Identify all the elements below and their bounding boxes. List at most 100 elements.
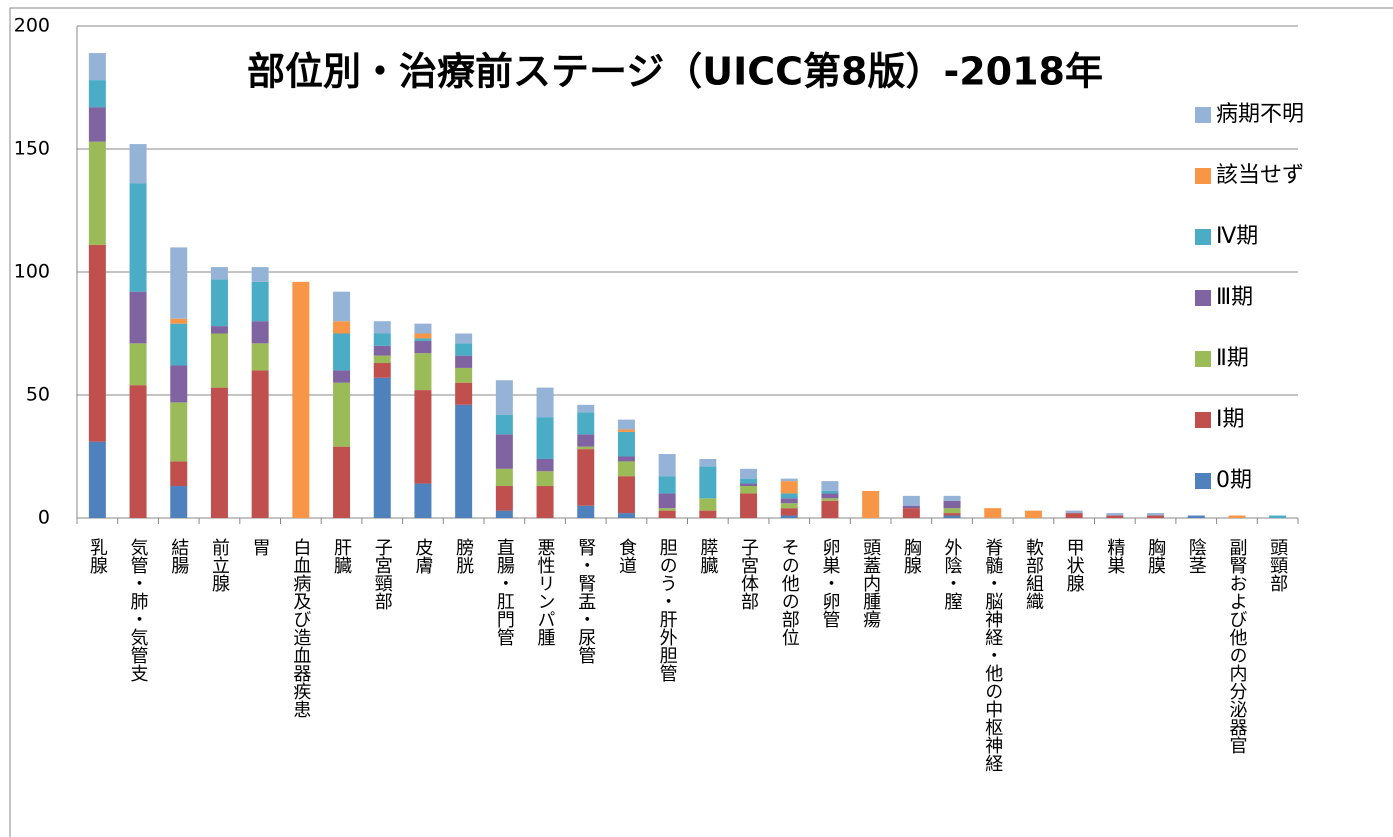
bar-segment <box>821 500 839 518</box>
legend-label: 0期 <box>1216 468 1252 493</box>
bar-segment <box>455 333 473 344</box>
bar-segment <box>170 402 188 462</box>
legend-label: Ⅳ期 <box>1216 224 1258 249</box>
legend-label: 該当せず <box>1216 163 1304 188</box>
bar-segment <box>699 458 717 467</box>
bar-segment <box>210 333 228 388</box>
bar-segment <box>943 500 961 509</box>
bar-segment <box>414 333 432 339</box>
bar-segment <box>902 505 920 509</box>
bar-segment <box>455 343 473 356</box>
bar-segment <box>862 490 880 518</box>
x-tick-label: 副腎および他の内分泌器官 <box>1226 538 1247 754</box>
bar-segment <box>1065 513 1083 518</box>
bar-segment <box>333 321 351 334</box>
bar-segment <box>414 353 432 391</box>
x-tick-label: 甲状腺 <box>1064 538 1085 593</box>
bar-segment <box>170 365 188 403</box>
bar-segment <box>1228 515 1246 518</box>
bar-segment <box>943 515 961 518</box>
bar-segment <box>780 498 798 504</box>
bar-segment <box>780 515 798 518</box>
bar-segment <box>617 476 635 514</box>
bar-segment <box>699 510 717 518</box>
legend-swatch <box>1195 229 1211 245</box>
x-tick-label: 軟部組織 <box>1023 538 1044 610</box>
bar-segment <box>251 321 269 344</box>
bar-segment <box>658 454 676 477</box>
x-tick-label: 頭頸部 <box>1267 538 1288 592</box>
bar-segment <box>333 291 351 322</box>
bar-segment <box>251 343 269 371</box>
bar-segment <box>1106 515 1124 518</box>
bar-segment <box>780 508 798 516</box>
bar-segment <box>129 183 147 292</box>
bar-segment <box>577 505 595 518</box>
bar-segment <box>129 291 147 344</box>
bar-segment <box>414 340 432 354</box>
x-tick-label: 頭蓋内腫瘍 <box>860 538 881 629</box>
bar-segment <box>658 493 676 509</box>
legend-label: Ⅱ期 <box>1216 346 1249 371</box>
bar-segment <box>780 503 798 509</box>
bar-segment <box>495 468 513 487</box>
bar-segment <box>414 390 432 484</box>
x-tick-label: 気管・肺・気管支 <box>128 538 149 682</box>
legend-swatch <box>1195 412 1211 428</box>
legend-swatch <box>1195 290 1211 306</box>
x-tick-label: 卵巣・卵管 <box>819 538 840 628</box>
bar-segment <box>1147 513 1165 516</box>
bar-segment <box>780 481 798 494</box>
x-tick-label: 胃 <box>250 538 271 557</box>
bar-segment <box>740 468 758 479</box>
bar-segment <box>414 483 432 518</box>
bar-segment <box>577 449 595 506</box>
bar-segment <box>821 481 839 491</box>
x-tick-label: 胸膜 <box>1145 538 1166 574</box>
bar-segment <box>902 495 920 506</box>
bar-segment <box>536 417 554 459</box>
bar-segment <box>617 456 635 462</box>
bar-segment <box>1147 515 1165 518</box>
bar-segment <box>699 466 717 499</box>
bar-segment <box>129 343 147 386</box>
bar-segment <box>1106 513 1124 516</box>
bar-segment <box>943 508 961 514</box>
bar-segment <box>455 355 473 368</box>
legend-label: Ⅰ期 <box>1216 407 1245 432</box>
legend-swatch <box>1195 107 1211 123</box>
x-tick-label: 悪性リンパ腫 <box>535 538 556 646</box>
legend-swatch <box>1195 351 1211 367</box>
bar-segment <box>658 510 676 518</box>
bar-segment <box>373 333 391 346</box>
chart-title: 部位別・治療前ステージ（UICC第8版）-2018年 <box>247 50 1103 94</box>
bar-segment <box>333 370 351 383</box>
legend-swatch <box>1195 473 1211 489</box>
y-tick-label: 150 <box>14 138 50 160</box>
bar-segment <box>658 476 676 494</box>
bar-segment <box>88 141 106 245</box>
x-tick-label: 子宮体部 <box>738 538 759 610</box>
bar-segment <box>577 412 595 435</box>
bar-segment <box>943 513 961 516</box>
bar-segment <box>740 478 758 484</box>
bar-segment <box>170 323 188 366</box>
bar-segment <box>210 387 228 518</box>
y-tick-label: 50 <box>26 384 50 406</box>
bar-segment <box>780 493 798 499</box>
bar-segment <box>577 404 595 413</box>
x-tick-label: 精巣 <box>1104 538 1125 574</box>
x-tick-label: 外陰・膣 <box>942 538 963 610</box>
bar-segment <box>373 321 391 334</box>
x-tick-label: 膵臓 <box>697 538 718 575</box>
x-tick-label: 食道 <box>616 538 637 574</box>
bar-segment <box>210 279 228 327</box>
bar-segment <box>88 244 106 442</box>
bar-segment <box>373 363 391 378</box>
bar-segment <box>495 486 513 511</box>
bar-segment <box>210 326 228 334</box>
bar-segment <box>1065 510 1083 514</box>
bar-segment <box>699 498 717 511</box>
bar-segment <box>740 486 758 494</box>
